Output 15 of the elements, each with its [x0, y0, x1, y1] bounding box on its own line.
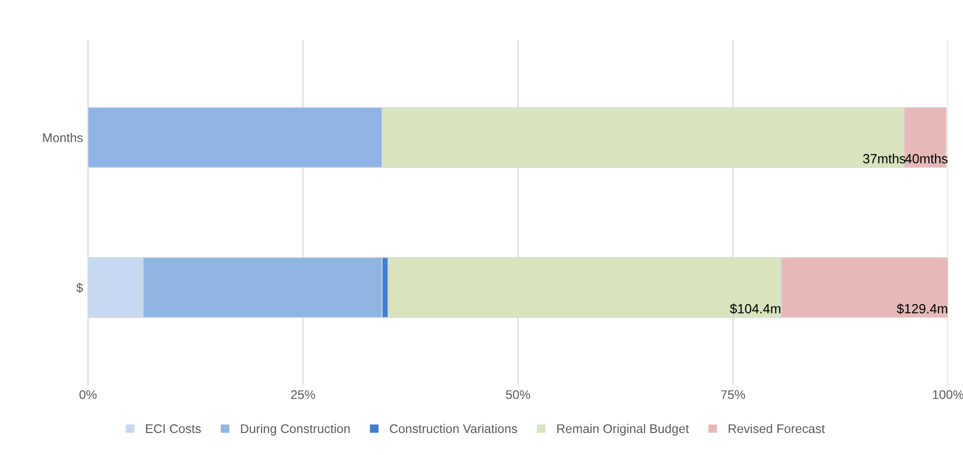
- y-tick-label: Months: [43, 132, 83, 142]
- x-tick-label: 0%: [79, 390, 97, 400]
- legend-label: During Construction: [241, 424, 350, 436]
- annotation: $104.4m: [730, 303, 780, 314]
- x-tick-label: 50%: [506, 390, 530, 400]
- legend-label: ECI Costs: [146, 424, 201, 434]
- annotation: $129.4m: [896, 303, 948, 314]
- x-tick-label: 25%: [291, 390, 316, 400]
- legend-label: Revised Forecast: [728, 424, 825, 434]
- legend-label: Remain Original Budget: [557, 424, 689, 436]
- annotation: 37mths: [863, 154, 906, 164]
- annotation: 40mths: [905, 154, 948, 164]
- y-tick-label: $: [76, 282, 83, 293]
- x-tick-label: 75%: [721, 390, 746, 400]
- legend-label: Construction Variations: [390, 424, 518, 434]
